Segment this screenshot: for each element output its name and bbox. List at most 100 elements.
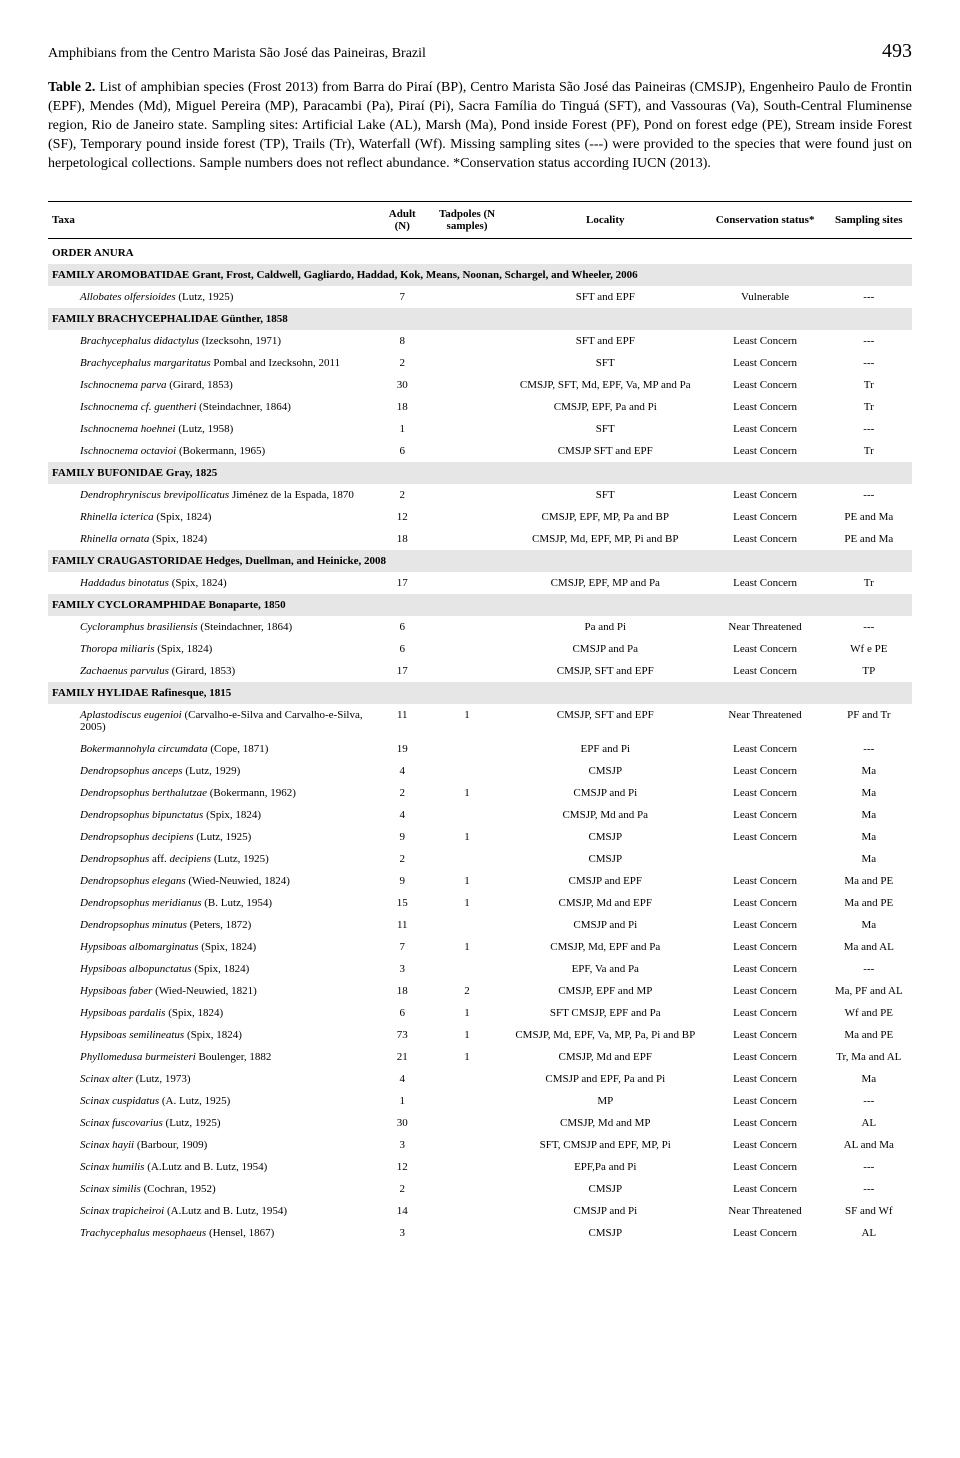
- sampling-cell: Tr: [826, 440, 912, 462]
- tadpole-cell: [428, 1090, 506, 1112]
- conservation-cell: Least Concern: [705, 782, 826, 804]
- col-adult: Adult (N): [376, 202, 428, 239]
- sampling-cell: Ma: [826, 782, 912, 804]
- adult-cell: 1: [376, 1090, 428, 1112]
- sampling-cell: ---: [826, 352, 912, 374]
- sampling-cell: Ma: [826, 914, 912, 936]
- sampling-cell: Ma and PE: [826, 1024, 912, 1046]
- locality-cell: CMSJP: [506, 826, 705, 848]
- sampling-cell: PE and Ma: [826, 528, 912, 550]
- adult-cell: 6: [376, 440, 428, 462]
- sampling-cell: AL: [826, 1222, 912, 1244]
- sampling-cell: PF and Tr: [826, 704, 912, 738]
- taxa-cell: Zachaenus parvulus (Girard, 1853): [48, 660, 376, 682]
- sampling-cell: Wf e PE: [826, 638, 912, 660]
- taxa-cell: Phyllomedusa burmeisteri Boulenger, 1882: [48, 1046, 376, 1068]
- running-head: Amphibians from the Centro Marista São J…: [48, 46, 426, 62]
- conservation-cell: Least Concern: [705, 1178, 826, 1200]
- locality-cell: SFT: [506, 418, 705, 440]
- locality-cell: CMSJP, Md, EPF, Va, MP, Pa, Pi and BP: [506, 1024, 705, 1046]
- adult-cell: 17: [376, 572, 428, 594]
- locality-cell: CMSJP and Pi: [506, 914, 705, 936]
- taxa-cell: Dendropsophus bipunctatus (Spix, 1824): [48, 804, 376, 826]
- taxa-cell: Cycloramphus brasiliensis (Steindachner,…: [48, 616, 376, 638]
- adult-cell: 8: [376, 330, 428, 352]
- tadpole-cell: [428, 396, 506, 418]
- sampling-cell: Tr: [826, 374, 912, 396]
- conservation-cell: Near Threatened: [705, 704, 826, 738]
- tadpole-cell: [428, 1112, 506, 1134]
- adult-cell: 30: [376, 1112, 428, 1134]
- taxa-cell: Hypsiboas albomarginatus (Spix, 1824): [48, 936, 376, 958]
- sampling-cell: ---: [826, 1090, 912, 1112]
- conservation-cell: Least Concern: [705, 528, 826, 550]
- taxa-cell: Scinax hayii (Barbour, 1909): [48, 1134, 376, 1156]
- sampling-cell: Ma: [826, 804, 912, 826]
- conservation-cell: Least Concern: [705, 936, 826, 958]
- sampling-cell: ---: [826, 1156, 912, 1178]
- taxa-cell: Dendropsophus minutus (Peters, 1872): [48, 914, 376, 936]
- col-locality: Locality: [506, 202, 705, 239]
- taxa-cell: Ischnocnema parva (Girard, 1853): [48, 374, 376, 396]
- locality-cell: CMSJP, EPF and MP: [506, 980, 705, 1002]
- family-row: FAMILY CRAUGASTORIDAE Hedges, Duellman, …: [48, 550, 912, 572]
- tadpole-cell: 1: [428, 826, 506, 848]
- conservation-cell: Least Concern: [705, 1068, 826, 1090]
- adult-cell: 3: [376, 1222, 428, 1244]
- sampling-cell: ---: [826, 1178, 912, 1200]
- locality-cell: CMSJP, EPF, Pa and Pi: [506, 396, 705, 418]
- locality-cell: CMSJP, Md, EPF and Pa: [506, 936, 705, 958]
- col-conservation: Conservation status*: [705, 202, 826, 239]
- locality-cell: EPF and Pi: [506, 738, 705, 760]
- tadpole-cell: [428, 958, 506, 980]
- conservation-cell: Least Concern: [705, 572, 826, 594]
- conservation-cell: Near Threatened: [705, 616, 826, 638]
- taxa-cell: Hypsiboas pardalis (Spix, 1824): [48, 1002, 376, 1024]
- sampling-cell: AL and Ma: [826, 1134, 912, 1156]
- caption-label: Table 2.: [48, 80, 95, 95]
- locality-cell: SFT and EPF: [506, 286, 705, 308]
- conservation-cell: Least Concern: [705, 1002, 826, 1024]
- adult-cell: 11: [376, 914, 428, 936]
- conservation-cell: Near Threatened: [705, 1200, 826, 1222]
- tadpole-cell: 1: [428, 892, 506, 914]
- tadpole-cell: 1: [428, 936, 506, 958]
- sampling-cell: PE and Ma: [826, 506, 912, 528]
- locality-cell: CMSJP and EPF, Pa and Pi: [506, 1068, 705, 1090]
- col-sampling: Sampling sites: [826, 202, 912, 239]
- tadpole-cell: [428, 440, 506, 462]
- tadpole-cell: [428, 418, 506, 440]
- conservation-cell: Least Concern: [705, 1024, 826, 1046]
- sampling-cell: ---: [826, 616, 912, 638]
- taxa-cell: Scinax alter (Lutz, 1973): [48, 1068, 376, 1090]
- conservation-cell: Least Concern: [705, 352, 826, 374]
- family-row: FAMILY BUFONIDAE Gray, 1825: [48, 462, 912, 484]
- locality-cell: CMSJP: [506, 760, 705, 782]
- tadpole-cell: 1: [428, 1046, 506, 1068]
- adult-cell: 18: [376, 528, 428, 550]
- sampling-cell: Tr: [826, 572, 912, 594]
- tadpole-cell: [428, 352, 506, 374]
- taxa-cell: Scinax similis (Cochran, 1952): [48, 1178, 376, 1200]
- sampling-cell: Wf and PE: [826, 1002, 912, 1024]
- tadpole-cell: 2: [428, 980, 506, 1002]
- conservation-cell: Least Concern: [705, 1134, 826, 1156]
- taxa-cell: Dendropsophus elegans (Wied-Neuwied, 182…: [48, 870, 376, 892]
- conservation-cell: Least Concern: [705, 484, 826, 506]
- species-table: Taxa Adult (N) Tadpoles (N samples) Loca…: [48, 201, 912, 1244]
- tadpole-cell: [428, 286, 506, 308]
- taxa-cell: Ischnocnema hoehnei (Lutz, 1958): [48, 418, 376, 440]
- conservation-cell: Least Concern: [705, 826, 826, 848]
- locality-cell: SFT: [506, 484, 705, 506]
- taxa-cell: Scinax cuspidatus (A. Lutz, 1925): [48, 1090, 376, 1112]
- conservation-cell: Least Concern: [705, 330, 826, 352]
- tadpole-cell: [428, 760, 506, 782]
- sampling-cell: Ma and PE: [826, 870, 912, 892]
- taxa-cell: Scinax trapicheiroi (A.Lutz and B. Lutz,…: [48, 1200, 376, 1222]
- locality-cell: EPF, Va and Pa: [506, 958, 705, 980]
- sampling-cell: ---: [826, 418, 912, 440]
- taxa-cell: Hypsiboas albopunctatus (Spix, 1824): [48, 958, 376, 980]
- tadpole-cell: 1: [428, 1002, 506, 1024]
- locality-cell: SFT CMSJP, EPF and Pa: [506, 1002, 705, 1024]
- tadpole-cell: [428, 738, 506, 760]
